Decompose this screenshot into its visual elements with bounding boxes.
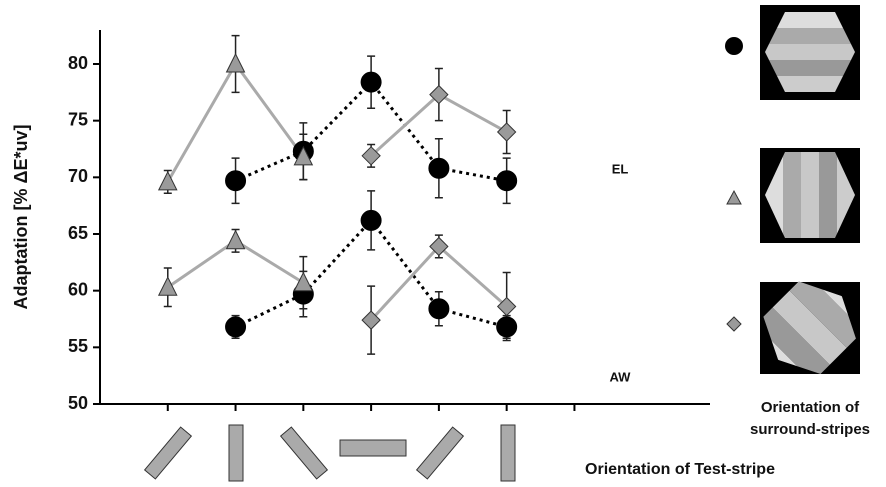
marker <box>294 273 312 291</box>
x-axis-label: Orientation of Test-stripe <box>585 461 775 478</box>
y-tick-label: 70 <box>68 166 88 186</box>
y-tick-label: 55 <box>68 336 88 356</box>
annotation: EL <box>612 161 629 176</box>
y-tick-label: 60 <box>68 279 88 299</box>
chart: 50556065707580ELAW Adaptation [% ΔE*uv] … <box>0 0 886 487</box>
annotation: AW <box>610 369 632 384</box>
marker <box>226 317 246 337</box>
legend-title: surround-stripes <box>750 421 870 438</box>
legend <box>725 5 886 414</box>
marker <box>227 231 245 249</box>
y-tick-label: 75 <box>68 109 88 129</box>
y-axis-label: Adaptation [% ΔE*uv] <box>11 125 31 310</box>
marker <box>429 299 449 319</box>
marker <box>498 123 516 141</box>
legend-title: Orientation of <box>761 399 860 416</box>
y-tick-label: 80 <box>68 53 88 73</box>
marker <box>159 172 177 190</box>
marker <box>361 72 381 92</box>
stripe-icons <box>145 425 515 481</box>
y-tick-label: 50 <box>68 393 88 413</box>
y-tick-label: 65 <box>68 223 88 243</box>
marker <box>159 277 177 295</box>
marker <box>226 171 246 191</box>
marker <box>497 317 517 337</box>
marker <box>497 171 517 191</box>
plot-area: 50 55 60 65 70 75 80 EL AW <box>68 30 710 413</box>
marker <box>429 158 449 178</box>
marker <box>361 210 381 230</box>
marker <box>227 54 245 72</box>
